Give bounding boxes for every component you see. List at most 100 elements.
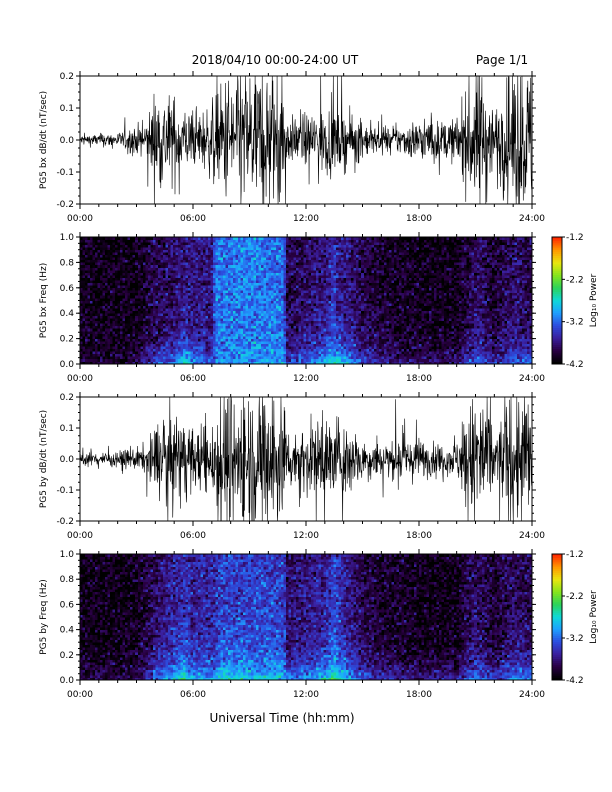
spectrogram-cell: [83, 290, 86, 293]
spectrogram-cell: [216, 298, 219, 301]
spectrogram-cell: [148, 346, 151, 349]
spectrogram-cell: [193, 321, 196, 324]
spectrogram-cell: [175, 265, 178, 268]
spectrogram-cell: [319, 339, 322, 342]
spectrogram-cell: [108, 252, 111, 255]
spectrogram-cell: [303, 278, 306, 281]
spectrogram-cell: [85, 308, 88, 311]
spectrogram-cell: [190, 285, 193, 288]
spectrogram-cell: [158, 262, 161, 265]
spectrogram-cell: [261, 257, 264, 260]
spectrogram-cell: [324, 308, 327, 311]
spectrogram-cell: [303, 318, 306, 321]
spectrogram-cell: [311, 267, 314, 270]
spectrogram-cell: [231, 280, 234, 283]
spectrogram-cell: [298, 328, 301, 331]
spectrogram-cell: [93, 331, 96, 334]
spectrogram-cell: [118, 328, 121, 331]
spectrogram-cell: [296, 260, 299, 263]
spectrogram-cell: [155, 242, 158, 245]
spectrogram-cell: [203, 336, 206, 339]
spectrogram-cell: [201, 290, 204, 293]
spectrogram-cell: [183, 311, 186, 314]
spectrogram-cell: [98, 306, 101, 309]
spectrogram-cell: [296, 341, 299, 344]
spectrogram-cell: [291, 339, 294, 342]
spectrogram-cell: [206, 351, 209, 354]
spectrogram-cell: [143, 265, 146, 268]
spectrogram-cell: [193, 278, 196, 281]
spectrogram-cell: [208, 257, 211, 260]
spectrogram-cell: [276, 262, 279, 265]
spectrogram-cell: [251, 356, 254, 359]
spectrogram-cell: [281, 260, 284, 263]
spectrogram-cell: [288, 313, 291, 316]
spectrogram-cell: [221, 262, 224, 265]
spectrogram-cell: [221, 334, 224, 337]
spectrogram-cell: [100, 273, 103, 276]
spectrogram-cell: [133, 298, 136, 301]
spectrogram-cell: [286, 265, 289, 268]
spectrogram-cell: [208, 323, 211, 326]
spectrogram-cell: [266, 354, 269, 357]
spectrogram-cell: [170, 275, 173, 278]
spectrogram-cell: [83, 321, 86, 324]
spectrogram-cell: [258, 328, 261, 331]
spectrogram-cell: [145, 290, 148, 293]
spectrogram-cell: [198, 301, 201, 304]
spectrogram-cell: [113, 331, 116, 334]
spectrogram-cell: [113, 245, 116, 248]
spectrogram-cell: [208, 318, 211, 321]
spectrogram-cell: [324, 328, 327, 331]
spectrogram-cell: [128, 326, 131, 329]
spectrogram-cell: [246, 323, 249, 326]
spectrogram-cell: [193, 240, 196, 243]
spectrogram-cell: [178, 341, 181, 344]
spectrogram-cell: [268, 323, 271, 326]
spectrogram-cell: [221, 255, 224, 258]
spectrogram-cell: [123, 328, 126, 331]
spectrogram-cell: [273, 308, 276, 311]
spectrogram-cell: [110, 344, 113, 347]
spectrogram-cell: [145, 328, 148, 331]
spectrogram-cell: [226, 328, 229, 331]
spectrogram-cell: [150, 308, 153, 311]
spectrogram-cell: [143, 359, 146, 362]
spectrogram-cell: [143, 262, 146, 265]
spectrogram-cell: [183, 242, 186, 245]
spectrogram-cell: [288, 323, 291, 326]
spectrogram-cell: [266, 260, 269, 263]
spectrogram-cell: [281, 265, 284, 268]
spectrogram-cell: [188, 323, 191, 326]
spectrogram-cell: [125, 334, 128, 337]
spectrogram-cell: [135, 293, 138, 296]
spectrogram-cell: [158, 313, 161, 316]
spectrogram-cell: [138, 267, 141, 270]
spectrogram-cell: [110, 323, 113, 326]
spectrogram-cell: [198, 290, 201, 293]
spectrogram-cell: [123, 283, 126, 286]
spectrogram-cell: [145, 288, 148, 291]
spectrogram-cell: [173, 311, 176, 314]
spectrogram-cell: [175, 331, 178, 334]
spectrogram-cell: [278, 245, 281, 248]
spectrogram-cell: [271, 265, 274, 268]
spectrogram-cell: [133, 339, 136, 342]
spectrogram-cell: [153, 283, 156, 286]
spectrogram-cell: [319, 308, 322, 311]
spectrogram-cell: [83, 323, 86, 326]
spectrogram-cell: [243, 356, 246, 359]
spectrogram-cell: [175, 351, 178, 354]
spectrogram-cell: [148, 293, 151, 296]
spectrogram-cell: [160, 326, 163, 329]
spectrogram-cell: [150, 339, 153, 342]
spectrogram-cell: [319, 321, 322, 324]
spectrogram-cell: [133, 245, 136, 248]
spectrogram-cell: [288, 283, 291, 286]
spectrogram-cell: [175, 346, 178, 349]
spectrogram-cell: [163, 295, 166, 298]
spectrogram-cell: [251, 252, 254, 255]
spectrogram-cell: [178, 240, 181, 243]
spectrogram-cell: [88, 265, 91, 268]
spectrogram-cell: [103, 346, 106, 349]
